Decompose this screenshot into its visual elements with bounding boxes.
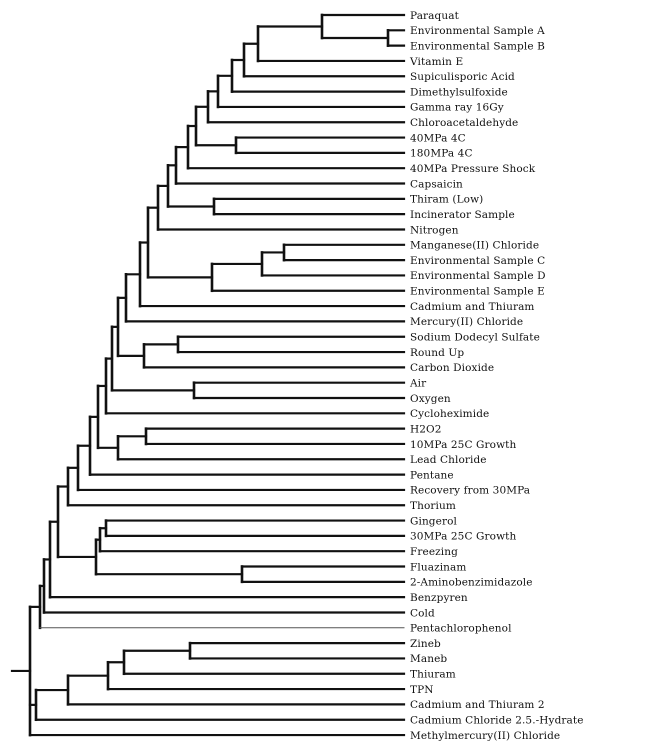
- leaf-label: Carbon Dioxide: [410, 362, 494, 374]
- leaf-label: 2-Aminobenzimidazole: [410, 577, 533, 589]
- leaf-label: Pentachlorophenol: [410, 623, 512, 635]
- leaf-label: Recovery from 30MPa: [410, 485, 530, 497]
- leaf-label: Zineb: [410, 638, 441, 650]
- leaf-label: Environmental Sample A: [410, 25, 545, 37]
- leaf-label: Environmental Sample D: [410, 270, 546, 282]
- leaf-label: Benzpyren: [410, 592, 468, 604]
- leaf-label: Gamma ray 16Gy: [410, 102, 504, 114]
- leaf-label: Maneb: [410, 653, 447, 665]
- leaf-label: Supiculisporic Acid: [410, 71, 515, 83]
- leaf-label: Environmental Sample B: [410, 40, 545, 52]
- leaf-label: Dimethylsulfoxide: [410, 86, 508, 98]
- dendrogram-branches: [10, 13, 406, 737]
- leaf-label: Fluazinam: [410, 561, 466, 573]
- leaf-label: Cadmium and Thiuram 2: [410, 699, 545, 711]
- leaf-label: 40MPa Pressure Shock: [410, 163, 536, 175]
- leaf-label: Mercury(II) Chloride: [410, 316, 523, 328]
- leaf-label: Nitrogen: [410, 224, 459, 236]
- leaf-label: Air: [409, 377, 427, 389]
- leaf-label: Cadmium Chloride 2.5.-Hydrate: [410, 715, 584, 727]
- leaf-label: Manganese(II) Chloride: [410, 240, 539, 252]
- leaf-label: 180MPa 4C: [410, 148, 473, 160]
- leaf-label: Gingerol: [410, 515, 457, 527]
- leaf-label: H2O2: [410, 423, 442, 435]
- leaf-label: Cold: [410, 607, 435, 619]
- leaf-label: Paraquat: [410, 10, 460, 22]
- leaf-label: Environmental Sample E: [410, 286, 545, 298]
- leaf-label: Lead Chloride: [410, 454, 487, 466]
- leaf-labels: Paraquat Environmental Sample A Environmen…: [409, 10, 584, 742]
- leaf-label: Pentane: [410, 469, 454, 481]
- leaf-label: Incinerator Sample: [410, 209, 515, 221]
- leaf-label: Chloroacetaldehyde: [410, 117, 518, 129]
- leaf-label: Cadmium and Thiuram: [410, 301, 535, 313]
- leaf-label: Thiuram: [410, 669, 456, 681]
- leaf-label: 30MPa 25C Growth: [410, 531, 516, 543]
- leaf-label: 10MPa 25C Growth: [410, 439, 516, 451]
- leaf-label: Vitamin E: [409, 56, 463, 68]
- leaf-label: Thorium: [410, 500, 456, 512]
- leaf-label: Oxygen: [410, 393, 451, 405]
- leaf-label: Methylmercury(II) Chloride: [410, 730, 560, 742]
- leaf-label: 40MPa 4C: [410, 132, 466, 144]
- leaf-label: TPN: [410, 684, 434, 696]
- leaf-label: Round Up: [410, 347, 464, 359]
- leaf-label: Sodium Dodecyl Sulfate: [410, 332, 540, 344]
- leaf-label: Capsaicin: [410, 178, 463, 190]
- leaf-label: Thiram (Low): [410, 194, 483, 206]
- leaf-label: Environmental Sample C: [410, 255, 545, 267]
- leaf-label: Cycloheximide: [410, 408, 489, 420]
- leaf-label: Freezing: [410, 546, 458, 558]
